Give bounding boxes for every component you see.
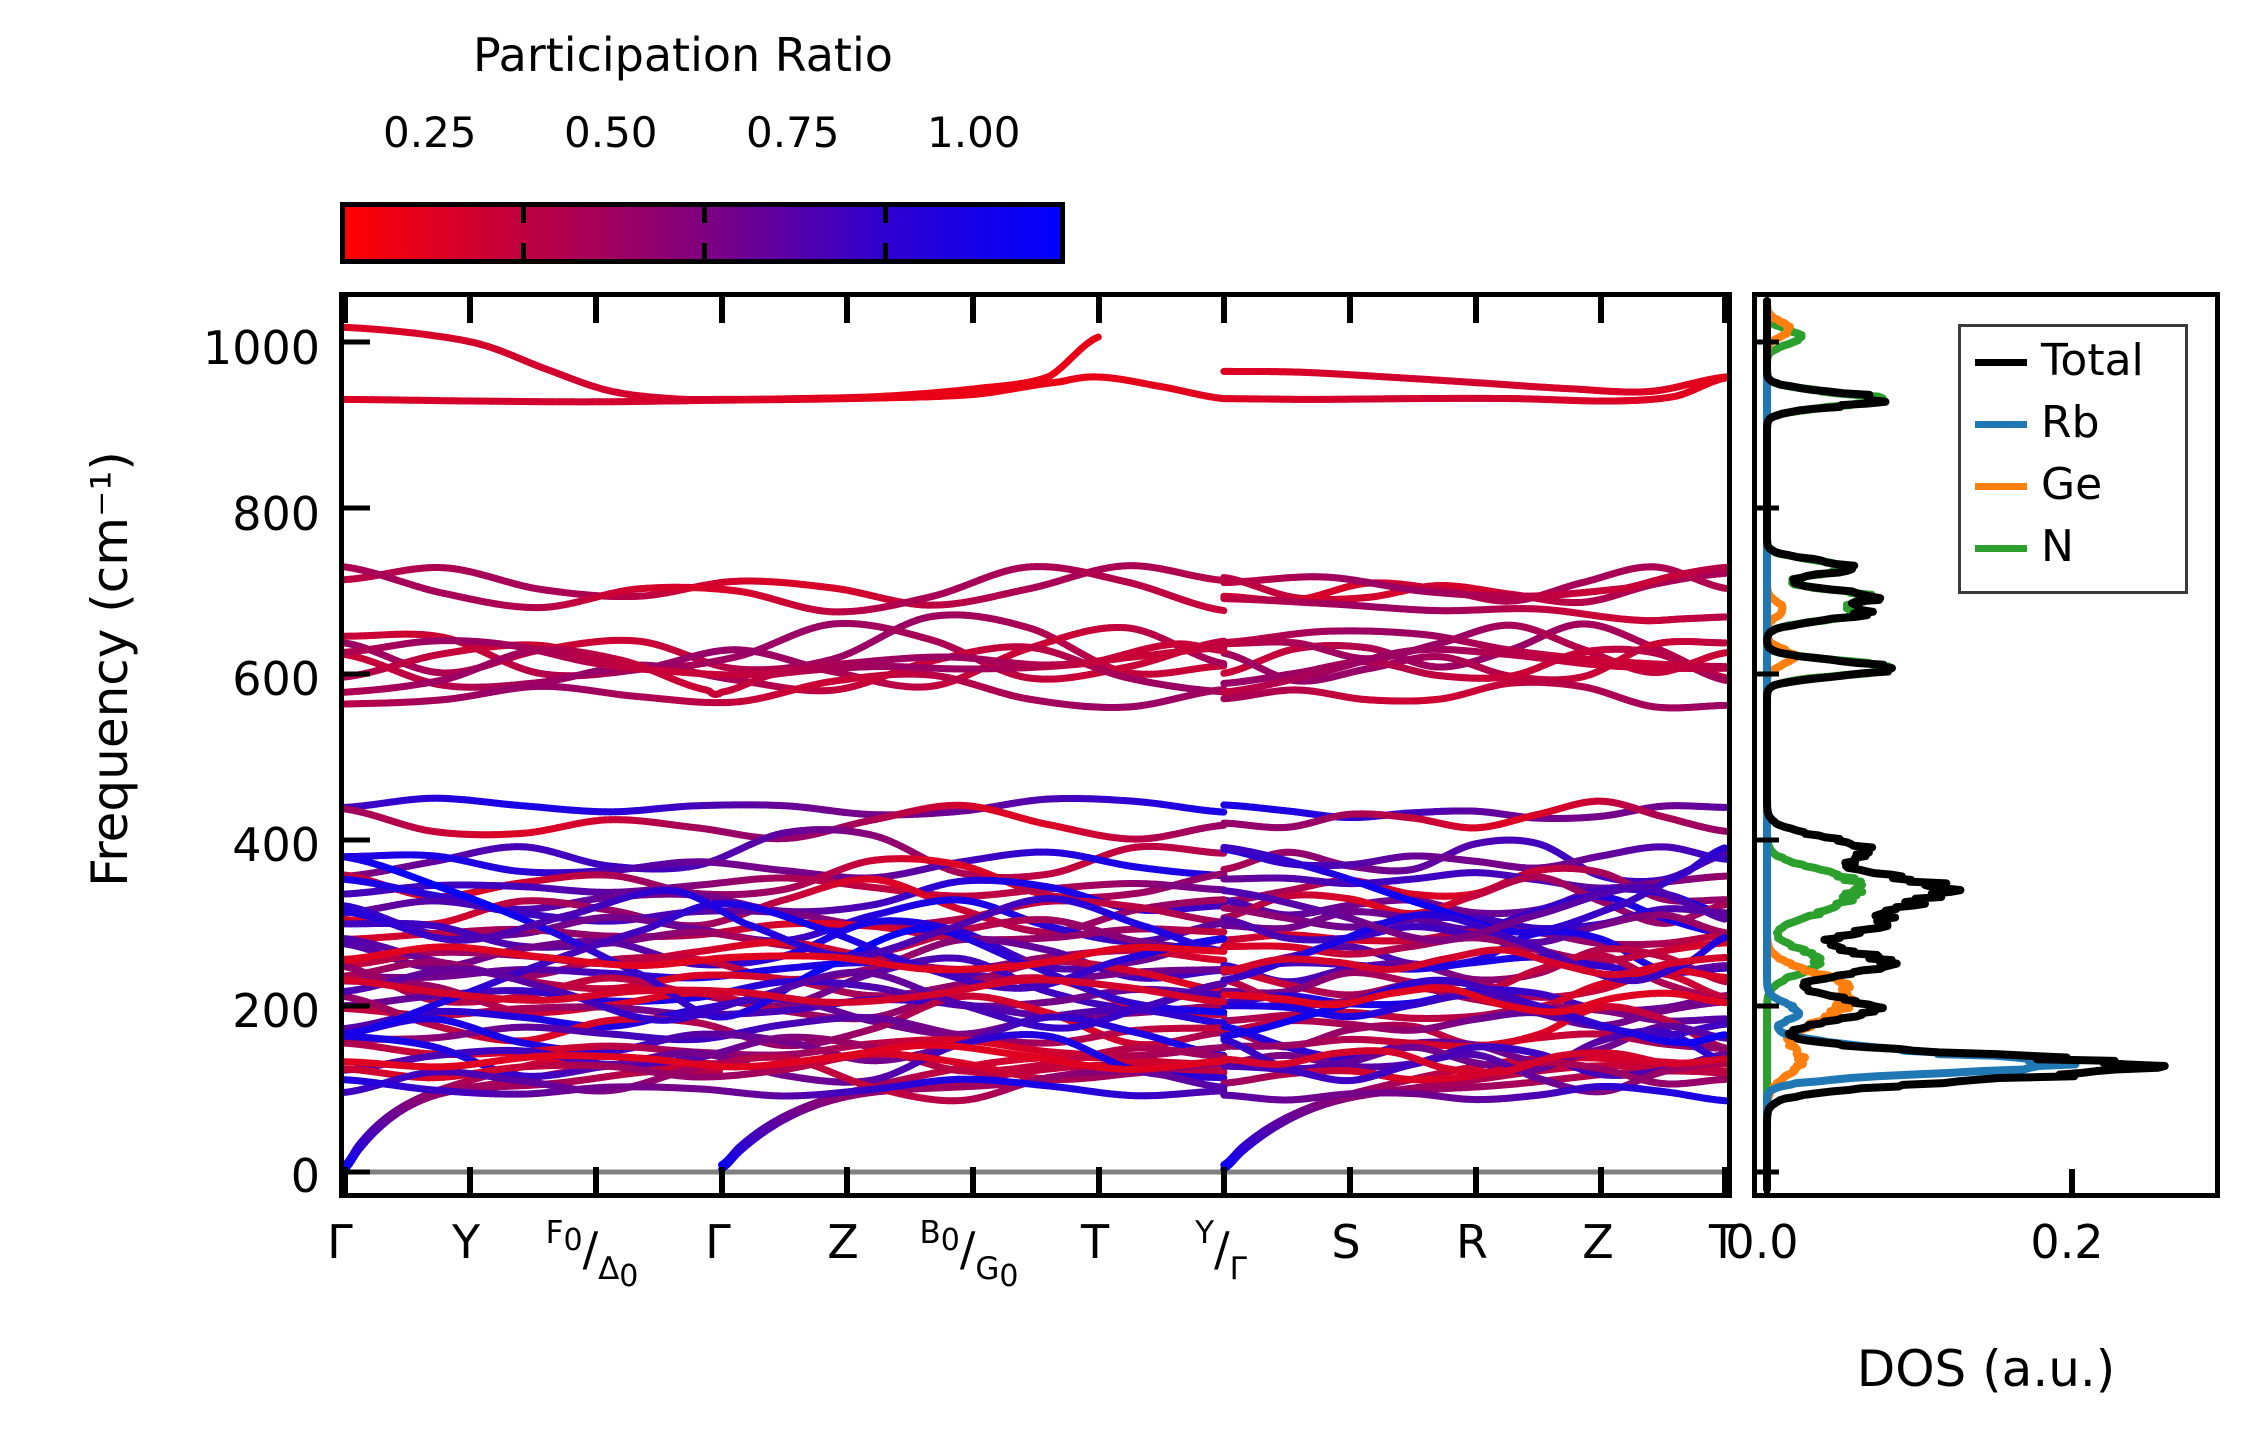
x-tick-label-R: R (1456, 1215, 1488, 1269)
band-structure-panel (339, 292, 1732, 1198)
dos-x-tick-marks (1764, 1169, 2075, 1193)
y-tick-800: 800 (232, 487, 320, 541)
x-tick-label-gamma-2: Γ (705, 1215, 731, 1269)
legend-swatch-rb (1975, 421, 2027, 428)
legend-swatch-ge (1975, 483, 2027, 490)
x-tick-label-F0-D0: F0/Δ0 (545, 1215, 639, 1295)
colorbar-tick-label-0: 0.25 (383, 108, 477, 157)
dos-legend: Total Rb Ge N (1958, 324, 2188, 594)
legend-label-n: N (2041, 521, 2074, 572)
y-tick-600: 600 (232, 652, 320, 706)
colorbar-tick-label-3: 1.00 (927, 108, 1021, 157)
colorbar-tick-label-2: 0.75 (746, 108, 840, 157)
dos-x-tick-1: 0.2 (2030, 1215, 2104, 1269)
band-structure-plot (344, 297, 1727, 1193)
x-tick-label-Z-1: Z (827, 1215, 859, 1269)
y-tick-1000: 1000 (202, 321, 320, 375)
legend-swatch-total (1975, 359, 2027, 366)
x-tick-marks (344, 297, 1727, 1193)
colorbar-title: Participation Ratio (473, 28, 893, 82)
x-tick-label-S: S (1331, 1215, 1361, 1269)
x-tick-label-B0-G0: B0/G0 (919, 1215, 1019, 1295)
y-tick-400: 400 (232, 818, 320, 872)
colorbar-tick-label-1: 0.50 (564, 108, 658, 157)
dos-x-axis-label: DOS (a.u.) (1856, 1340, 2116, 1398)
x-tick-label-Y: Y (451, 1215, 481, 1269)
legend-label-total: Total (2041, 335, 2144, 386)
legend-label-ge: Ge (2041, 459, 2103, 510)
dos-plot (1757, 297, 2169, 1193)
legend-label-rb: Rb (2041, 397, 2100, 448)
y-tick-0: 0 (290, 1149, 320, 1203)
x-tick-label-Y-gamma: Y/Γ (1195, 1215, 1247, 1287)
legend-swatch-n (1975, 545, 2027, 552)
x-tick-label-Z-2: Z (1582, 1215, 1614, 1269)
x-tick-label-T-2: T (1708, 1215, 1738, 1269)
x-tick-label-T-1: T (1080, 1215, 1110, 1269)
dos-x-tick-0: 0.0 (1725, 1215, 1799, 1269)
x-tick-label-gamma-1: Γ (327, 1215, 353, 1269)
y-tick-marks (344, 339, 370, 1175)
y-tick-200: 200 (232, 984, 320, 1038)
participation-ratio-colorbar (340, 202, 1065, 264)
